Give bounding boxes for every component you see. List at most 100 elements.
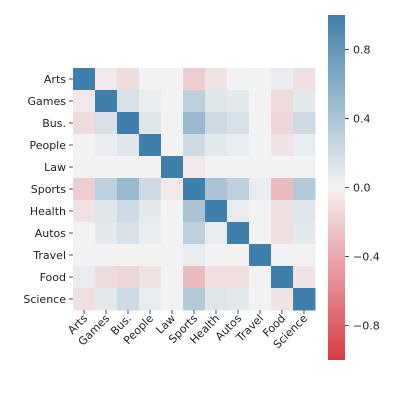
heatmap-cell-games-arts: [73, 90, 96, 113]
heatmap-cell-science-travel: [249, 288, 272, 311]
heatmap-cell-bus-travel: [249, 112, 272, 135]
heatmap-cell-arts-autos: [227, 68, 250, 91]
colorbar-ticks: −0.8 −0.4 0.0 0.4 0.8: [345, 44, 380, 333]
heatmap-cell-science-health: [205, 288, 228, 311]
heatmap-cell-travel-science: [293, 244, 316, 267]
heatmap-cell-sports-games: [95, 178, 118, 201]
heatmap-cell-travel-autos: [227, 244, 250, 267]
colorbar: −0.8 −0.4 0.0 0.4 0.8: [328, 15, 380, 360]
heatmap-cell-games-science: [293, 90, 316, 113]
heatmap-cell-food-law: [161, 266, 184, 289]
heatmap-cell-games-games: [95, 90, 118, 113]
heatmap-cell-arts-sports: [183, 68, 206, 91]
heatmap-cell-arts-arts: [73, 68, 96, 91]
heatmap-cell-sports-bus: [117, 178, 140, 201]
heatmap-cell-travel-food: [271, 244, 294, 267]
heatmap-cell-sports-autos: [227, 178, 250, 201]
heatmap-cell-arts-food: [271, 68, 294, 91]
heatmap-cell-people-food: [271, 134, 294, 157]
heatmap-cell-games-autos: [227, 90, 250, 113]
heatmap-cell-sports-people: [139, 178, 162, 201]
heatmap-cell-travel-health: [205, 244, 228, 267]
heatmap-cell-autos-law: [161, 222, 184, 245]
heatmap-cell-science-autos: [227, 288, 250, 311]
heatmap-cell-games-health: [205, 90, 228, 113]
heatmap-cell-health-science: [293, 200, 316, 223]
heatmap-cell-travel-travel: [249, 244, 272, 267]
heatmap-cell-bus-arts: [73, 112, 96, 135]
heatmap-cell-food-people: [139, 266, 162, 289]
row-label-food: Food: [40, 271, 66, 284]
heatmap-cell-law-travel: [249, 156, 272, 179]
heatmap-cell-science-law: [161, 288, 184, 311]
heatmap-cell-law-health: [205, 156, 228, 179]
heatmap-cell-travel-games: [95, 244, 118, 267]
heatmap-cell-sports-arts: [73, 178, 96, 201]
heatmap-cell-health-sports: [183, 200, 206, 223]
heatmap-cell-bus-games: [95, 112, 118, 135]
heatmap-cell-autos-travel: [249, 222, 272, 245]
heatmap-cell-health-people: [139, 200, 162, 223]
heatmap-cell-autos-games: [95, 222, 118, 245]
heatmap-cell-autos-bus: [117, 222, 140, 245]
heatmap-cell-law-food: [271, 156, 294, 179]
heatmap-cell-games-sports: [183, 90, 206, 113]
heatmap-cell-health-bus: [117, 200, 140, 223]
heatmap-cell-autos-autos: [227, 222, 250, 245]
heatmap-cell-autos-science: [293, 222, 316, 245]
heatmap-cell-autos-health: [205, 222, 228, 245]
heatmap-cell-law-autos: [227, 156, 250, 179]
row-label-autos: Autos: [35, 227, 67, 240]
heatmap-cell-law-sports: [183, 156, 206, 179]
heatmap-cell-people-bus: [117, 134, 140, 157]
heatmap-cell-travel-people: [139, 244, 162, 267]
heatmap-cell-games-law: [161, 90, 184, 113]
heatmap-cell-games-food: [271, 90, 294, 113]
heatmap-cell-bus-health: [205, 112, 228, 135]
heatmap-cell-games-travel: [249, 90, 272, 113]
column-labels: ArtsGamesBus.PeopleLawSportsHealthAutosT…: [65, 310, 310, 351]
heatmap-cell-bus-autos: [227, 112, 250, 135]
heatmap-cell-science-food: [271, 288, 294, 311]
heatmap-cell-law-arts: [73, 156, 96, 179]
heatmap-cell-bus-science: [293, 112, 316, 135]
heatmap-cell-arts-law: [161, 68, 184, 91]
heatmap-cell-arts-travel: [249, 68, 272, 91]
heatmap-cell-health-games: [95, 200, 118, 223]
heatmap-cell-sports-food: [271, 178, 294, 201]
heatmap-cell-health-arts: [73, 200, 96, 223]
heatmap-cell-sports-science: [293, 178, 316, 201]
heatmap-cell-food-autos: [227, 266, 250, 289]
heatmap-cell-bus-law: [161, 112, 184, 135]
colorbar-tick-label: 0.0: [353, 182, 371, 195]
heatmap-cell-law-people: [139, 156, 162, 179]
heatmap-cell-science-arts: [73, 288, 96, 311]
heatmap-cell-science-sports: [183, 288, 206, 311]
row-label-travel: Travel: [32, 249, 66, 262]
heatmap-cell-science-people: [139, 288, 162, 311]
colorbar-tick-label: 0.8: [353, 44, 371, 57]
row-label-sports: Sports: [31, 183, 67, 196]
heatmap-cell-sports-law: [161, 178, 184, 201]
heatmap-cell-arts-games: [95, 68, 118, 91]
colorbar-tick-label: −0.8: [353, 320, 380, 333]
row-label-people: People: [29, 139, 66, 152]
heatmap-cell-food-arts: [73, 266, 96, 289]
heatmap-cell-bus-sports: [183, 112, 206, 135]
heatmap-cell-food-travel: [249, 266, 272, 289]
heatmap-cell-science-science: [293, 288, 316, 311]
heatmap-cell-autos-people: [139, 222, 162, 245]
heatmap-cell-people-law: [161, 134, 184, 157]
heatmap-cell-travel-arts: [73, 244, 96, 267]
heatmap-cell-travel-law: [161, 244, 184, 267]
heatmap-cells: [73, 68, 316, 311]
heatmap-cell-bus-people: [139, 112, 162, 135]
heatmap-cell-health-law: [161, 200, 184, 223]
row-labels: Arts Games Bus. People Law Sports Health Autos T…: [23, 73, 73, 306]
heatmap-cell-sports-sports: [183, 178, 206, 201]
heatmap-cell-science-bus: [117, 288, 140, 311]
heatmap-cell-bus-food: [271, 112, 294, 135]
heatmap-cell-people-autos: [227, 134, 250, 157]
heatmap-cell-arts-science: [293, 68, 316, 91]
